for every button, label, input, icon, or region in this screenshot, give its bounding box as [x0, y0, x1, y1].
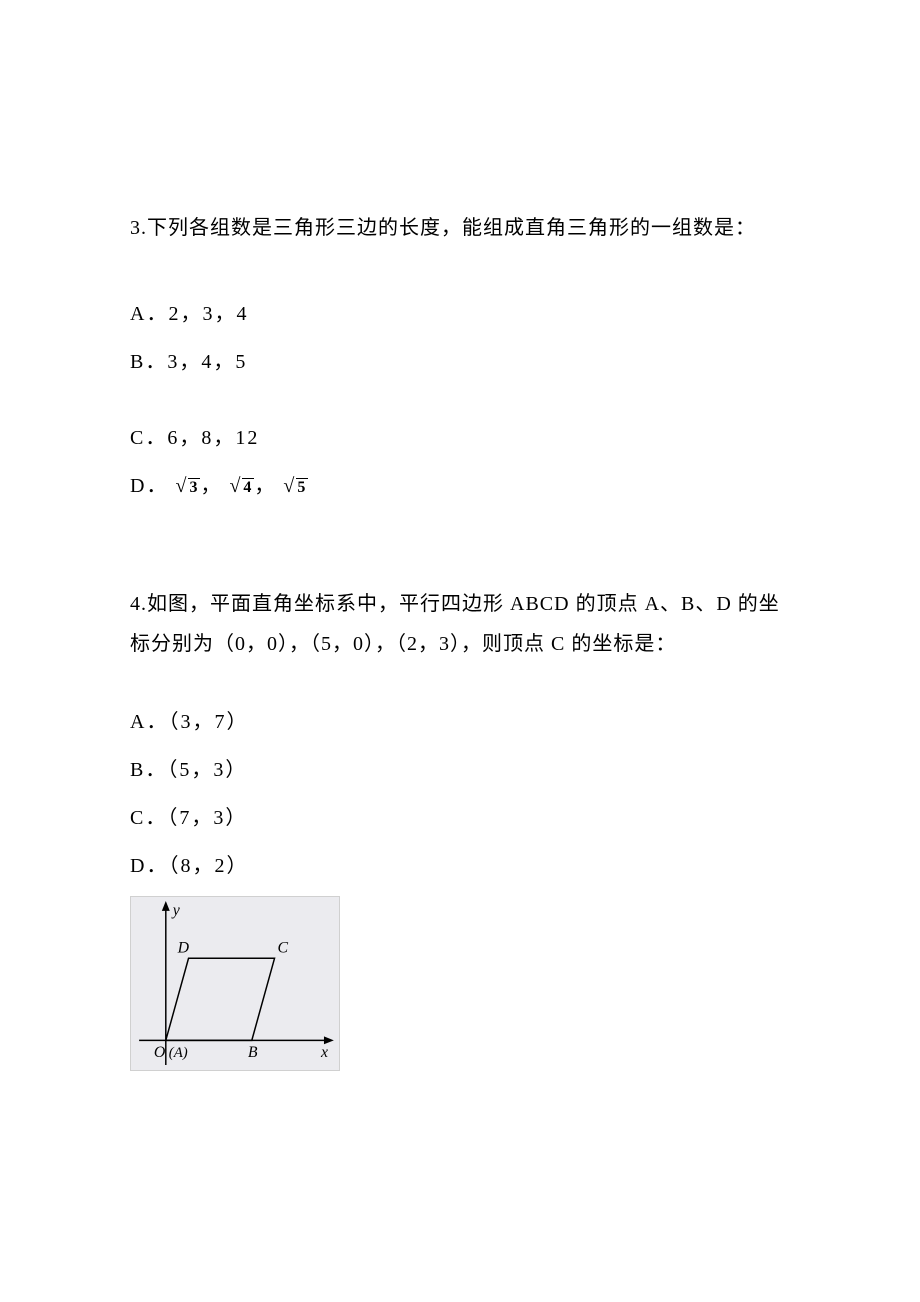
sqrt-5: √5: [283, 468, 308, 504]
q3-option-d: D． √3， √4， √5: [130, 468, 790, 504]
label-A: (A): [169, 1045, 188, 1061]
q3-option-d-prefix: D．: [130, 475, 168, 497]
q3-text: 3.下列各组数是三角形三边的长度，能组成直角三角形的一组数是：: [130, 210, 790, 246]
q4-option-d: D．（8，2）: [130, 848, 790, 884]
parallelogram: [166, 958, 275, 1040]
q4-option-a: A．（3，7）: [130, 704, 790, 740]
label-C: C: [278, 939, 289, 956]
q4-diagram: y x D C O (A) B: [130, 896, 340, 1071]
label-y: y: [171, 902, 181, 919]
question-4: 4.如图，平面直角坐标系中，平行四边形 ABCD 的顶点 A、B、D 的坐标分别…: [130, 584, 790, 1071]
coord-system-svg: y x D C O (A) B: [131, 897, 339, 1070]
q3-option-a: A．2，3，4: [130, 296, 790, 332]
label-O: O: [154, 1044, 166, 1061]
sqrt-3: √3: [175, 468, 200, 504]
q3-options-group-1: A．2，3，4 B．3，4，5: [130, 296, 790, 380]
question-3: 3.下列各组数是三角形三边的长度，能组成直角三角形的一组数是： A．2，3，4 …: [130, 210, 790, 504]
x-axis-arrow: [324, 1036, 334, 1044]
q4-option-c: C．（7，3）: [130, 800, 790, 836]
label-D: D: [177, 939, 190, 956]
q4-options: A．（3，7） B．（5，3） C．（7，3） D．（8，2）: [130, 704, 790, 884]
q3-option-c: C．6，8，12: [130, 420, 790, 456]
q3-options-group-2: C．6，8，12 D． √3， √4， √5: [130, 420, 790, 504]
q4-option-b: B．（5，3）: [130, 752, 790, 788]
q4-text: 4.如图，平面直角坐标系中，平行四边形 ABCD 的顶点 A、B、D 的坐标分别…: [130, 584, 790, 664]
y-axis-arrow: [162, 901, 170, 911]
q3-option-b: B．3，4，5: [130, 344, 790, 380]
label-x: x: [320, 1044, 328, 1061]
sqrt-4: √4: [229, 468, 254, 504]
label-B: B: [248, 1044, 258, 1061]
